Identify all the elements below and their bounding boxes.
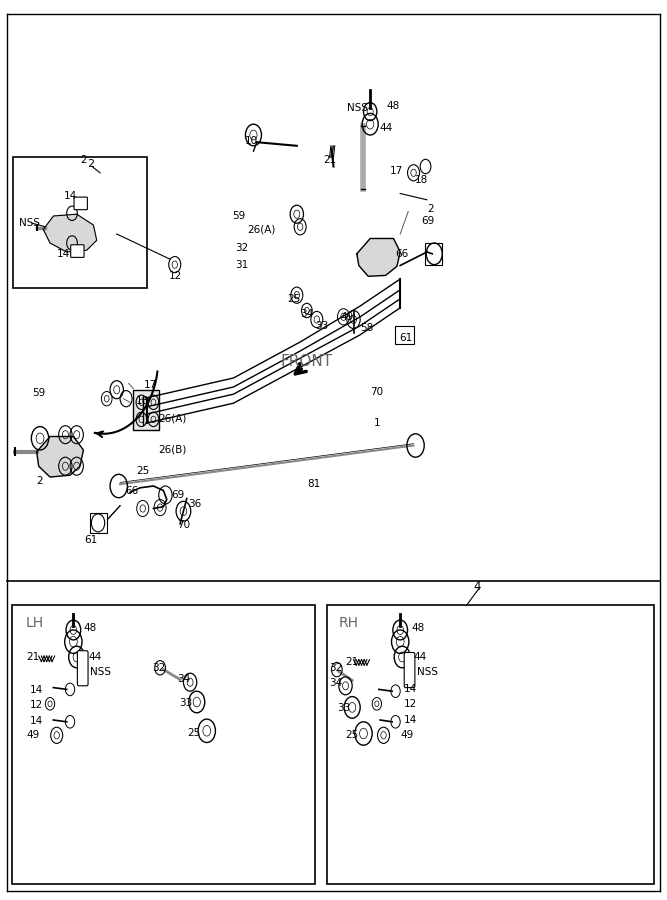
Text: 21: 21 xyxy=(27,652,40,662)
Text: 12: 12 xyxy=(404,698,417,709)
FancyBboxPatch shape xyxy=(77,651,88,686)
Text: 25: 25 xyxy=(287,293,300,304)
Text: 14: 14 xyxy=(30,716,43,726)
Text: 25: 25 xyxy=(137,465,150,476)
Text: 70: 70 xyxy=(177,519,190,530)
Text: 66: 66 xyxy=(125,486,139,497)
FancyBboxPatch shape xyxy=(71,245,84,257)
Bar xyxy=(12,605,315,884)
Polygon shape xyxy=(37,436,83,477)
Text: 25: 25 xyxy=(187,728,200,739)
Text: 33: 33 xyxy=(338,703,351,714)
Text: 33: 33 xyxy=(315,320,329,331)
FancyBboxPatch shape xyxy=(133,390,159,430)
Polygon shape xyxy=(43,214,97,252)
Text: 59: 59 xyxy=(232,211,245,221)
FancyBboxPatch shape xyxy=(395,326,414,344)
Text: 2: 2 xyxy=(427,203,434,214)
Text: 2: 2 xyxy=(37,475,43,486)
Text: NSS: NSS xyxy=(19,218,39,229)
Text: 34: 34 xyxy=(329,678,343,688)
Text: RH: RH xyxy=(339,616,359,630)
Text: NSS: NSS xyxy=(417,667,438,678)
Text: 32: 32 xyxy=(235,243,248,254)
Text: 34: 34 xyxy=(177,674,190,685)
Text: 44: 44 xyxy=(414,652,427,662)
Text: 44: 44 xyxy=(88,652,101,662)
Text: NSS: NSS xyxy=(90,667,111,678)
Text: 18: 18 xyxy=(136,396,149,407)
Text: 48: 48 xyxy=(387,101,400,112)
Text: 25: 25 xyxy=(346,730,359,741)
Text: 21: 21 xyxy=(323,155,337,166)
Text: 17: 17 xyxy=(390,166,404,176)
Text: 2: 2 xyxy=(80,155,87,166)
Text: 44: 44 xyxy=(380,122,393,133)
Text: 48: 48 xyxy=(412,623,425,634)
Bar xyxy=(327,605,654,884)
Text: 33: 33 xyxy=(179,698,192,708)
Text: 14: 14 xyxy=(404,684,417,695)
Text: 31: 31 xyxy=(235,260,248,271)
Text: 36: 36 xyxy=(188,499,201,509)
Text: 66: 66 xyxy=(396,248,409,259)
FancyBboxPatch shape xyxy=(425,243,442,265)
Text: 69: 69 xyxy=(422,216,435,227)
Text: 17: 17 xyxy=(143,380,157,391)
Text: 61: 61 xyxy=(85,535,98,545)
Text: 34: 34 xyxy=(300,309,313,320)
Text: 26(B): 26(B) xyxy=(158,445,187,455)
Text: 1: 1 xyxy=(374,418,380,428)
Text: 14: 14 xyxy=(63,191,77,202)
Text: 69: 69 xyxy=(171,490,185,500)
Text: 58: 58 xyxy=(360,322,374,333)
Text: 26(A): 26(A) xyxy=(158,413,187,424)
Text: 10: 10 xyxy=(245,136,258,147)
Text: 61: 61 xyxy=(399,333,412,344)
Text: 32: 32 xyxy=(329,662,343,673)
Text: 4: 4 xyxy=(474,580,481,593)
FancyBboxPatch shape xyxy=(90,513,107,533)
Text: 2: 2 xyxy=(87,158,94,169)
Text: 48: 48 xyxy=(83,623,97,634)
Text: 18: 18 xyxy=(415,175,428,185)
Text: 49: 49 xyxy=(27,730,40,741)
Text: 14: 14 xyxy=(404,715,417,725)
Text: 81: 81 xyxy=(307,479,320,490)
Text: 26(A): 26(A) xyxy=(247,224,275,235)
Text: 14: 14 xyxy=(57,248,70,259)
Text: 21: 21 xyxy=(346,657,359,668)
Text: 49: 49 xyxy=(340,311,354,322)
Text: 14: 14 xyxy=(30,685,43,696)
Text: 59: 59 xyxy=(32,388,45,399)
Text: 49: 49 xyxy=(400,730,414,741)
Polygon shape xyxy=(357,238,400,276)
FancyBboxPatch shape xyxy=(404,652,415,688)
Text: 12: 12 xyxy=(30,699,43,710)
Text: 70: 70 xyxy=(370,386,384,397)
Bar xyxy=(13,158,147,288)
FancyBboxPatch shape xyxy=(74,197,87,210)
Text: NSS: NSS xyxy=(347,103,368,113)
Text: 32: 32 xyxy=(152,662,165,673)
Text: FRONT: FRONT xyxy=(280,355,332,369)
Text: LH: LH xyxy=(25,616,43,630)
Text: 12: 12 xyxy=(169,271,182,282)
